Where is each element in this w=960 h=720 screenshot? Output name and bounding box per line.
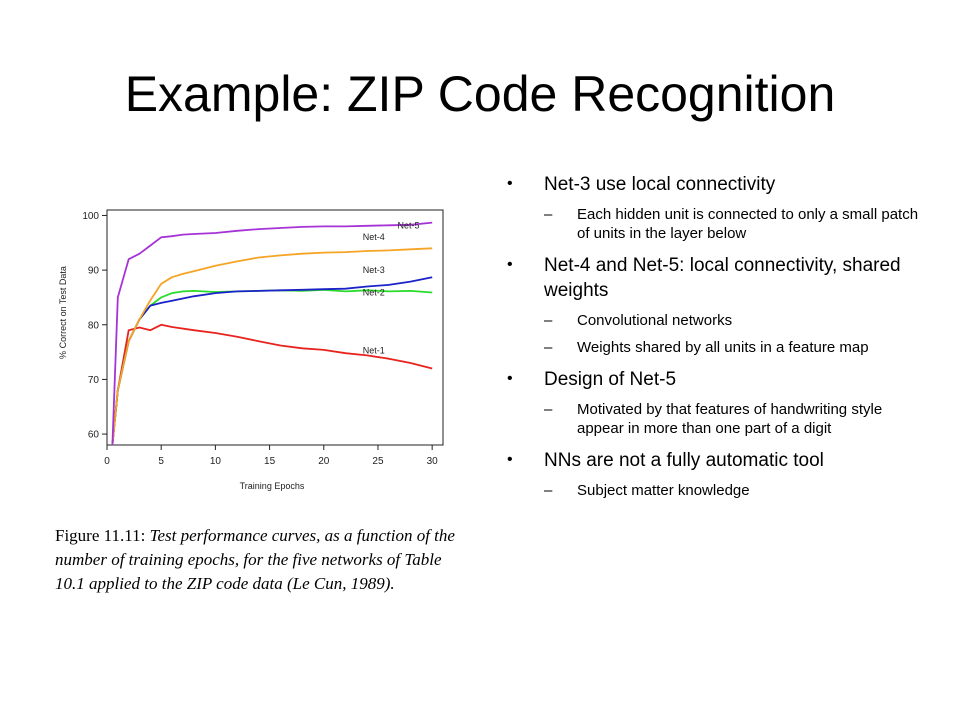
- series-line-net-2: [111, 288, 433, 446]
- sub-bullet-text: Each hidden unit is connected to only a …: [577, 206, 919, 242]
- bullet-marker: •: [507, 370, 513, 387]
- series-line-net-5: [111, 221, 433, 446]
- plot-frame: [106, 209, 444, 446]
- bullet-item: • Net-4 and Net-5: local connectivity, sh…: [507, 253, 927, 357]
- sub-bullet-item: – Weights shared by all units in a featur…: [544, 338, 927, 357]
- sub-bullet-item: – Subject matter knowledge: [544, 481, 927, 500]
- x-tick-label: 10: [210, 456, 222, 467]
- sub-bullet-text: Weights shared by all units in a feature…: [577, 339, 869, 356]
- bullet-marker: •: [507, 256, 513, 273]
- bullet-marker: •: [507, 175, 513, 192]
- sub-bullet-list: – Subject matter knowledge: [544, 481, 927, 500]
- y-tick-label: 80: [88, 320, 100, 331]
- sub-bullet-text: Motivated by that features of handwritin…: [577, 401, 883, 437]
- series-line-net-3: [111, 276, 433, 446]
- sub-bullet-list: – Each hidden unit is connected to only a…: [544, 205, 927, 243]
- slide-title: Example: ZIP Code Recognition: [124, 66, 836, 122]
- bullet-item: • Net-3 use local connectivity – Each hidde…: [507, 172, 927, 243]
- y-tick-label: 70: [88, 375, 100, 386]
- sub-bullet-item: – Convolutional networks: [544, 311, 927, 330]
- sub-bullet-item: – Each hidden unit is connected to only a…: [544, 205, 927, 243]
- series-label: Net-1: [363, 346, 385, 356]
- sub-bullet-list: – Convolutional networks – Weights shared b…: [544, 311, 927, 357]
- sub-bullet-list: – Motivated by that features of handwriti…: [544, 400, 927, 438]
- y-tick-label: 100: [82, 211, 99, 222]
- x-tick-label: 25: [372, 456, 384, 467]
- sub-bullet-text: Convolutional networks: [577, 312, 733, 329]
- series-line-net-1: [111, 323, 433, 446]
- sub-bullet-text: Subject matter knowledge: [577, 482, 750, 499]
- y-axis-label: % Correct on Test Data: [58, 266, 68, 359]
- y-tick-label: 90: [88, 266, 100, 277]
- bullet-marker: •: [507, 451, 513, 468]
- series-label: Net-2: [363, 287, 385, 297]
- caption-text: Test performance curves, as a function o…: [55, 526, 455, 593]
- series-label: Net-4: [363, 232, 385, 242]
- y-tick-label: 60: [88, 430, 100, 441]
- sub-bullet-item: – Motivated by that features of handwriti…: [544, 400, 927, 438]
- sub-bullet-marker: –: [544, 401, 553, 418]
- x-axis-label: Training Epochs: [240, 481, 305, 491]
- series-label: Net-3: [363, 265, 385, 275]
- sub-bullet-marker: –: [544, 482, 553, 499]
- x-tick-label: 20: [318, 456, 330, 467]
- figure-caption: Figure 11.11: Test performance curves, a…: [55, 524, 465, 596]
- x-tick-label: 15: [264, 456, 276, 467]
- series-line-net-4: [111, 247, 433, 446]
- caption-label: Figure 11.11:: [55, 526, 146, 545]
- bullet-item: • Design of Net-5 – Motivated by that featu…: [507, 367, 927, 438]
- x-tick-label: 5: [158, 456, 164, 467]
- sub-bullet-marker: –: [544, 312, 553, 329]
- bullet-text: NNs are not a fully automatic tool: [544, 450, 824, 471]
- x-tick-label: 0: [104, 456, 110, 467]
- sub-bullet-marker: –: [544, 206, 553, 223]
- bullet-item: • NNs are not a fully automatic tool – Subj…: [507, 448, 927, 500]
- sub-bullet-marker: –: [544, 339, 553, 356]
- bullet-list: • Net-3 use local connectivity – Each hidde…: [507, 172, 927, 510]
- x-tick-label: 30: [427, 456, 439, 467]
- series-label: Net-5: [397, 221, 419, 231]
- bullet-text: Net-4 and Net-5: local connectivity, sha…: [544, 255, 901, 301]
- bullet-text: Net-3 use local connectivity: [544, 174, 776, 195]
- bullet-text: Design of Net-5: [544, 369, 677, 390]
